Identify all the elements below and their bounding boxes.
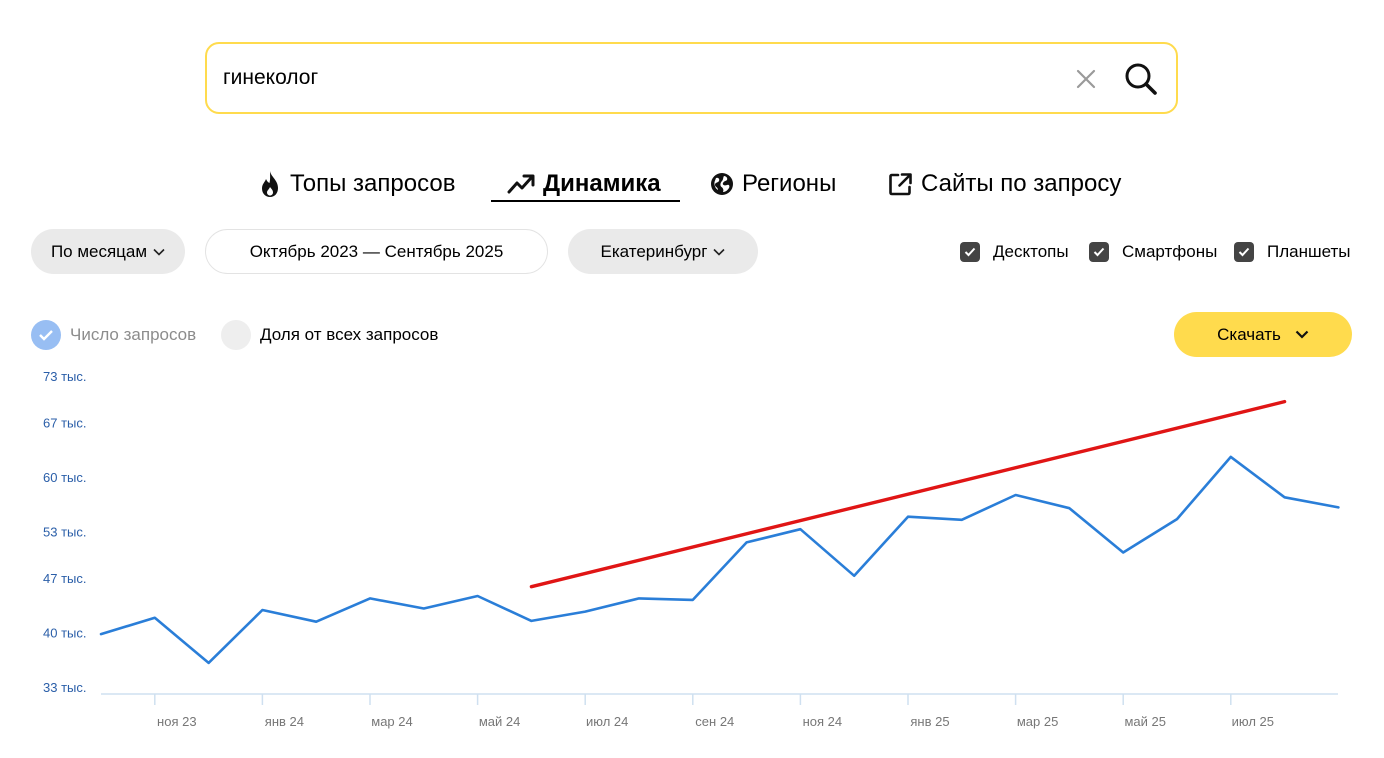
tab-regions[interactable]: Регионы <box>710 164 836 204</box>
series-line <box>99 455 1340 665</box>
fire-icon <box>262 171 278 197</box>
checkbox-checked-icon <box>1089 242 1109 262</box>
tab-label: Регионы <box>742 170 837 197</box>
x-tick-label: июл 24 <box>586 714 628 729</box>
chevron-down-icon <box>1295 330 1309 339</box>
y-tick-label: 40 тыс. <box>43 626 86 641</box>
trend-line <box>529 399 1287 589</box>
x-tick-label: май 25 <box>1124 714 1166 729</box>
metric-count-radio[interactable]: Число запросов <box>31 320 196 350</box>
period-select-label: По месяцам <box>50 241 148 261</box>
period-select[interactable]: По месяцам <box>31 229 185 274</box>
chevron-down-icon <box>153 248 165 256</box>
date-range-picker[interactable]: Октябрь 2023 — Сентябрь 2025 <box>205 229 548 274</box>
device-smartphone-checkbox[interactable]: Смартфоны <box>1089 240 1217 264</box>
device-label: Планшеты <box>1267 242 1351 261</box>
check-circle-icon <box>31 320 61 350</box>
region-select-label: Екатеринбург <box>600 241 708 261</box>
tab-top-queries[interactable]: Топы запросов <box>258 164 455 204</box>
x-tick-label: янв 24 <box>265 714 304 729</box>
search-icon[interactable] <box>1122 60 1160 98</box>
y-tick-label: 47 тыс. <box>43 571 86 586</box>
y-tick-label: 33 тыс. <box>43 680 86 695</box>
trend-icon <box>507 174 535 194</box>
date-range-label: Октябрь 2023 — Сентябрь 2025 <box>249 241 504 261</box>
empty-circle-icon <box>221 320 251 350</box>
clear-icon[interactable] <box>1073 66 1099 92</box>
search-box <box>205 42 1178 114</box>
device-tablet-checkbox[interactable]: Планшеты <box>1234 240 1351 264</box>
metric-share-label: Доля от всех запросов <box>260 325 439 344</box>
y-tick-label: 60 тыс. <box>43 470 86 485</box>
tab-dynamics[interactable]: Динамика <box>507 164 661 204</box>
metric-count-label: Число запросов <box>70 325 197 344</box>
x-tick-label: сен 24 <box>695 714 734 729</box>
active-tab-underline <box>491 200 680 202</box>
x-tick-label: май 24 <box>479 714 521 729</box>
x-tick-label: ноя 24 <box>803 714 843 729</box>
x-tick-label: ноя 23 <box>157 714 197 729</box>
x-tick-label: мар 25 <box>1017 714 1058 729</box>
download-button[interactable]: Скачать <box>1174 312 1352 357</box>
x-tick-label: июл 25 <box>1232 714 1274 729</box>
metric-share-radio[interactable]: Доля от всех запросов <box>221 320 438 350</box>
x-tick-label: янв 25 <box>910 714 949 729</box>
y-tick-label: 67 тыс. <box>43 416 86 431</box>
y-tick-label: 53 тыс. <box>43 525 86 540</box>
download-label: Скачать <box>1217 324 1281 344</box>
external-link-icon <box>889 172 912 195</box>
device-desktop-checkbox[interactable]: Десктопы <box>960 240 1069 264</box>
device-label: Десктопы <box>993 242 1069 261</box>
globe-icon <box>711 173 733 195</box>
chevron-down-icon <box>713 248 726 256</box>
checkbox-checked-icon <box>960 242 980 262</box>
dynamics-chart: 73 тыс. 67 тыс. 60 тыс. 53 тыс. 47 тыс. 40 ты… <box>43 369 1340 729</box>
x-tick-label: мар 24 <box>371 714 412 729</box>
y-tick-label: 73 тыс. <box>43 369 86 384</box>
tab-bar: Топы запросов Динамика Регионы Сайты по … <box>0 164 1384 208</box>
tab-label: Топы запросов <box>290 170 456 197</box>
region-select[interactable]: Екатеринбург <box>568 229 758 274</box>
tab-label: Сайты по запросу <box>921 170 1122 197</box>
tab-label: Динамика <box>543 170 661 197</box>
tab-sites[interactable]: Сайты по запросу <box>888 164 1121 204</box>
checkbox-checked-icon <box>1234 242 1254 262</box>
device-label: Смартфоны <box>1122 242 1218 261</box>
search-input[interactable] <box>223 62 1043 94</box>
